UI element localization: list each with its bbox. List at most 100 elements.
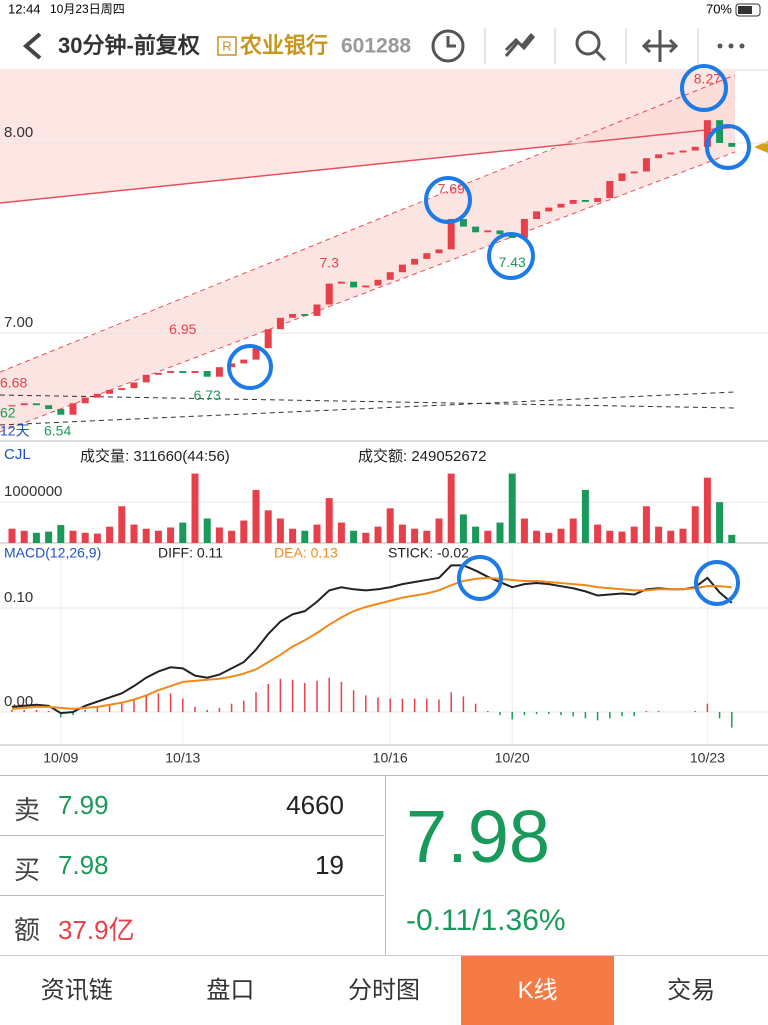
quote-cell: 7.98 bbox=[58, 850, 109, 880]
candle bbox=[374, 279, 382, 286]
volume-bar bbox=[679, 528, 687, 543]
badge-box bbox=[217, 36, 237, 56]
side-label: 6.68 bbox=[0, 375, 27, 391]
quote-cell: 卖 bbox=[14, 795, 41, 825]
candle bbox=[8, 405, 16, 407]
candle bbox=[557, 203, 565, 208]
tab[interactable]: K线 bbox=[460, 956, 615, 1025]
tab[interactable]: 交易 bbox=[667, 977, 716, 1004]
price-annotation: 8.27 bbox=[694, 70, 721, 86]
quote-cell: 4660 bbox=[286, 790, 344, 820]
status-time: 12:44 bbox=[8, 1, 41, 16]
price-pointer bbox=[754, 141, 768, 153]
quote-cell: 7.99 bbox=[58, 790, 109, 820]
volume-bar bbox=[350, 530, 358, 543]
volume-bar bbox=[118, 506, 126, 543]
clock-icon[interactable] bbox=[431, 29, 465, 63]
candle bbox=[276, 317, 284, 330]
shade-top bbox=[0, 70, 735, 203]
candle bbox=[398, 264, 406, 273]
candle bbox=[618, 173, 626, 181]
candle bbox=[667, 152, 675, 155]
volume-bar bbox=[32, 532, 40, 543]
volume-bar bbox=[691, 506, 699, 543]
candle bbox=[520, 218, 528, 238]
candle bbox=[167, 371, 175, 373]
chart-area: 12:44 10月23日周四 70% 30分钟-前复权 R 农业银行 60128… bbox=[0, 1, 768, 766]
volume-text: 成交量: 311660(44:56) bbox=[80, 447, 230, 465]
candle bbox=[228, 363, 236, 368]
volume-bar bbox=[106, 526, 114, 543]
price-annotation: 6.95 bbox=[169, 321, 196, 337]
header-title: 30分钟-前复权 bbox=[58, 33, 201, 58]
volume-bar bbox=[252, 489, 260, 543]
volume-bar bbox=[325, 498, 333, 543]
candle bbox=[154, 372, 162, 375]
macd-line bbox=[11, 576, 732, 710]
volume-bar bbox=[594, 524, 602, 543]
tab[interactable]: 盘口 bbox=[206, 977, 255, 1004]
y-tick-label: 8.00 bbox=[4, 124, 33, 141]
candle bbox=[533, 211, 541, 219]
volume-bar bbox=[289, 528, 297, 543]
volume-bar bbox=[362, 532, 370, 543]
candle bbox=[411, 258, 419, 265]
candle bbox=[45, 405, 53, 410]
volume-bar bbox=[533, 530, 541, 543]
zoom-icon[interactable] bbox=[641, 30, 679, 62]
volume-bar bbox=[20, 530, 28, 543]
volume-bar bbox=[557, 528, 565, 543]
volume-bar bbox=[130, 524, 138, 543]
volume-bar bbox=[374, 526, 382, 543]
tab[interactable]: 资讯链 bbox=[40, 977, 113, 1004]
side-label: 12天 bbox=[0, 423, 30, 439]
candle bbox=[435, 249, 443, 254]
tab[interactable]: 分时图 bbox=[347, 977, 420, 1004]
candle bbox=[606, 180, 614, 199]
volume-bar bbox=[276, 518, 284, 543]
status-battery: 70% bbox=[706, 1, 732, 16]
volume-bar bbox=[423, 530, 431, 543]
quote-row: 额 37.9亿 bbox=[0, 896, 384, 956]
candle bbox=[350, 281, 358, 288]
volume-bar bbox=[264, 510, 272, 543]
panel-title: MACD(12,26,9) bbox=[4, 545, 101, 561]
battery-icon bbox=[735, 3, 761, 17]
volume-bar bbox=[69, 530, 77, 543]
candle bbox=[459, 218, 467, 227]
volume-bar bbox=[655, 526, 663, 543]
badge: R bbox=[222, 38, 231, 53]
volume-bar bbox=[703, 477, 711, 543]
volume-bar bbox=[520, 518, 528, 543]
candle bbox=[362, 285, 370, 288]
side-label: 62 bbox=[0, 405, 16, 421]
search-icon[interactable] bbox=[575, 30, 601, 56]
candle bbox=[545, 207, 553, 212]
candle bbox=[642, 158, 650, 172]
volume-bar bbox=[179, 522, 187, 543]
volume-bar bbox=[667, 530, 675, 543]
volume-bar bbox=[45, 531, 53, 543]
y-tick-label: 7.00 bbox=[4, 314, 33, 331]
volume-bar bbox=[642, 506, 650, 543]
candle bbox=[325, 283, 333, 305]
trend-line bbox=[0, 126, 736, 204]
candle bbox=[252, 348, 260, 360]
quote-cell: 37.9亿 bbox=[58, 915, 135, 945]
back-button[interactable] bbox=[22, 32, 42, 60]
channel-lines bbox=[0, 74, 736, 433]
volume-bar bbox=[496, 522, 504, 543]
volume-bar bbox=[411, 528, 419, 543]
more-icon[interactable] bbox=[717, 43, 745, 49]
volume-bar bbox=[337, 522, 345, 543]
volume-bar bbox=[606, 530, 614, 543]
macd-line bbox=[11, 564, 733, 715]
black-dashed-lines bbox=[0, 391, 736, 426]
candle bbox=[508, 234, 516, 238]
amount-text: 成交额: 249052672 bbox=[358, 447, 486, 465]
status-date: 10月23日周四 bbox=[50, 2, 125, 16]
candle bbox=[569, 199, 577, 204]
candle bbox=[716, 120, 724, 143]
indicator-icon[interactable] bbox=[504, 33, 536, 57]
candle bbox=[32, 403, 40, 406]
